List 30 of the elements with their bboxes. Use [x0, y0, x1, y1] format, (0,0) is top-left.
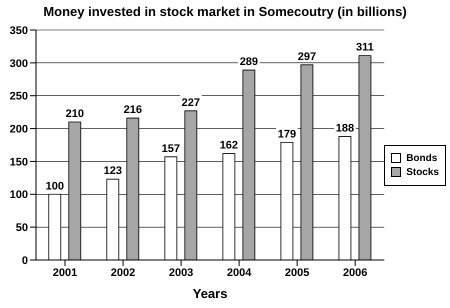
- x-axis-title: Years: [192, 286, 228, 301]
- x-tick-label: 2006: [342, 266, 368, 279]
- data-label: 216: [124, 104, 142, 116]
- y-tick-label: 200: [10, 123, 28, 136]
- data-label: 210: [66, 108, 84, 120]
- data-label: 100: [46, 180, 64, 192]
- x-tick-label: 2002: [110, 266, 136, 279]
- y-tick-label: 150: [10, 156, 28, 168]
- y-tick-label: 100: [10, 189, 28, 202]
- x-tick-label: 2003: [168, 266, 194, 279]
- legend-label: Bonds: [406, 152, 438, 164]
- chart-title: Money invested in stock market in Somecoutry (in billions): [42, 4, 408, 21]
- y-tick-label: 300: [10, 58, 28, 70]
- data-label: 311: [356, 42, 374, 54]
- data-label: 188: [336, 122, 354, 134]
- data-label: 123: [104, 165, 122, 178]
- y-tick-label: 50: [16, 222, 28, 234]
- x-tick-label: 2001: [52, 266, 78, 279]
- data-label: 289: [240, 56, 258, 68]
- data-label: 162: [220, 140, 238, 152]
- y-tick-label: 250: [10, 90, 28, 103]
- y-tick-label: 350: [10, 24, 28, 37]
- legend-label: Stocks: [406, 166, 439, 178]
- data-label: 227: [182, 96, 200, 109]
- x-tick-label: 2004: [226, 266, 252, 279]
- data-label: 157: [162, 142, 180, 155]
- data-label: 297: [298, 50, 316, 63]
- x-tick-label: 2005: [284, 266, 310, 279]
- data-label: 179: [278, 128, 296, 140]
- y-tick-label: 0: [22, 254, 28, 267]
